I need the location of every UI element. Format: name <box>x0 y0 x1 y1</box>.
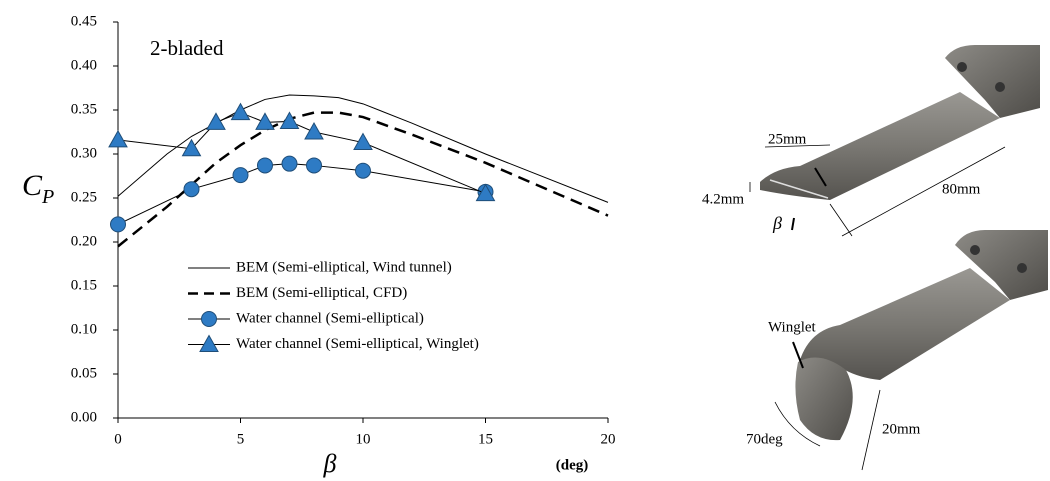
marker-circle <box>307 158 322 173</box>
x-tick-label: 20 <box>601 431 616 447</box>
dimension-line <box>830 204 852 236</box>
winglet <box>795 358 852 441</box>
legend-label: BEM (Semi-elliptical, Wind tunnel) <box>236 259 452 275</box>
marker-triangle <box>109 131 127 147</box>
pitch-arrow <box>792 218 794 230</box>
winglet-label: Winglet <box>768 319 817 335</box>
marker-triangle <box>305 123 323 139</box>
blade-top <box>760 45 1040 200</box>
x-axis-unit: (deg) <box>556 457 589 473</box>
y-tick-label: 0.05 <box>71 365 97 381</box>
marker-triangle <box>256 113 274 129</box>
marker-triangle <box>200 336 218 352</box>
bolt-hole <box>970 245 980 255</box>
dimension-label: 25mm <box>768 131 807 147</box>
annotation: 2-bladed <box>150 36 224 60</box>
y-label-subscript: P <box>41 186 54 208</box>
dimension-label: 80mm <box>942 181 981 197</box>
dimension-line <box>862 390 880 470</box>
y-tick-label: 0.40 <box>71 57 97 73</box>
x-tick-label: 15 <box>478 431 493 447</box>
y-tick-label: 0.45 <box>71 13 97 29</box>
legend-label: Water channel (Semi-elliptical, Winglet) <box>236 336 479 352</box>
plot: 0.00 0.05 0.10 0.15 0.20 0.25 0.30 0.35 0.40 0.45… <box>71 13 616 447</box>
marker-circle <box>282 156 297 171</box>
marker-circle <box>111 217 126 232</box>
bolt-hole <box>957 62 967 72</box>
x-tick-label: 5 <box>237 431 245 447</box>
y-tick-label: 0.25 <box>71 189 97 205</box>
dimension-label: 20mm <box>882 421 921 437</box>
marker-triangle <box>207 113 225 129</box>
x-tick-label: 0 <box>114 431 122 447</box>
marker-circle <box>356 163 371 178</box>
y-tick-label: 0.35 <box>71 101 97 117</box>
blade-bottom <box>795 230 1048 440</box>
legend-label: BEM (Semi-elliptical, CFD) <box>236 285 407 301</box>
x-tick-label: 10 <box>356 431 371 447</box>
series-line <box>118 164 486 225</box>
x-axis-label: β <box>323 449 337 478</box>
y-axis-label: CP <box>22 169 54 208</box>
series-line <box>118 113 486 194</box>
y-tick-label: 0.15 <box>71 277 97 293</box>
y-tick-label: 0.30 <box>71 145 97 161</box>
bolt-hole <box>995 82 1005 92</box>
y-tick-label: 0.00 <box>71 409 97 425</box>
dimension-label: 70deg <box>746 431 783 447</box>
legend-label: Water channel (Semi-elliptical) <box>236 310 424 326</box>
figure: 0.00 0.05 0.10 0.15 0.20 0.25 0.30 0.35 0.40 0.45… <box>0 0 1050 481</box>
bolt-hole <box>1017 263 1027 273</box>
marker-circle <box>202 312 217 327</box>
marker-circle <box>184 182 199 197</box>
marker-triangle <box>281 112 299 128</box>
y-label-main: C <box>22 169 43 202</box>
y-tick-label: 0.20 <box>71 233 97 249</box>
dimension-label: 4.2mm <box>702 191 744 207</box>
pitch-label: β <box>772 213 782 233</box>
marker-triangle <box>232 104 250 120</box>
marker-circle <box>233 168 248 183</box>
marker-circle <box>258 158 273 173</box>
y-tick-label: 0.10 <box>71 321 97 337</box>
